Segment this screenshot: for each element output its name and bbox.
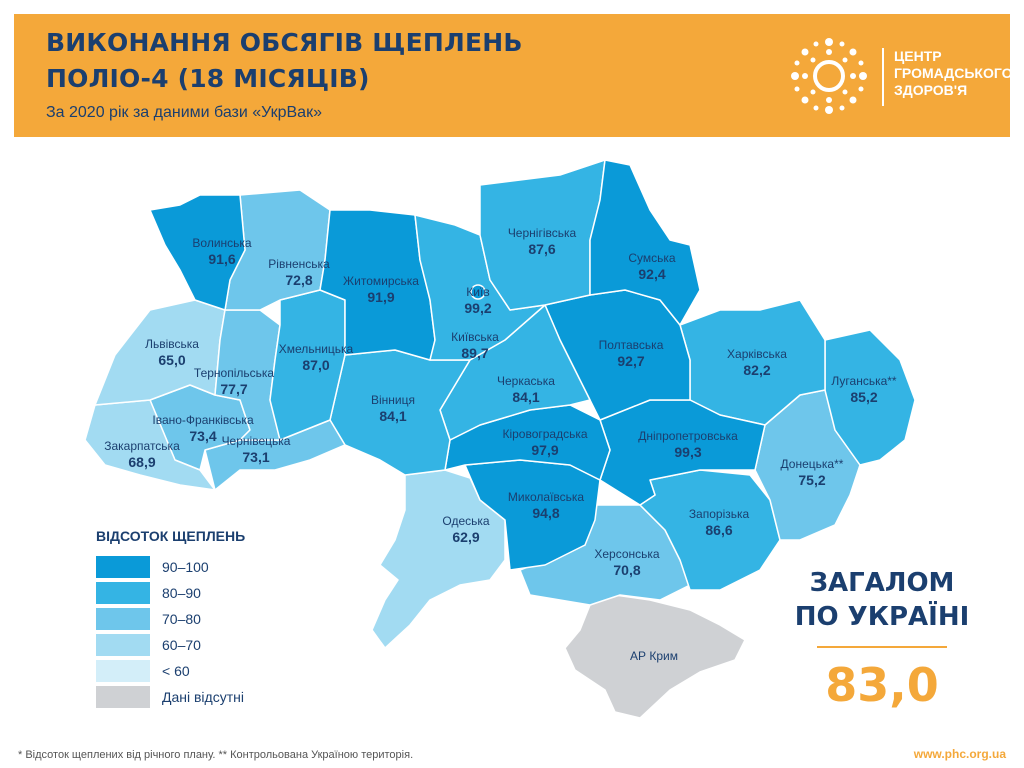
region-value-label: 70,8 [613, 562, 640, 578]
legend-label: 70–80 [162, 611, 201, 627]
header-banner: ВИКОНАННЯ ОБСЯГІВ ЩЕПЛЕНЬ ПОЛІО-4 (18 МІ… [14, 14, 1013, 137]
logo-line3: ЗДОРОВ'Я [894, 82, 968, 98]
total-title-line2: ПО УКРАЇНІ [794, 602, 970, 632]
region-value-label: 99,2 [464, 300, 491, 316]
region-value-label: 65,0 [158, 352, 185, 368]
legend-title: ВІДСОТОК ЩЕПЛЕНЬ [96, 528, 246, 544]
logo-divider [882, 48, 884, 106]
region-name-label: Хмельницька [279, 342, 354, 356]
region-value-label: 89,7 [461, 345, 488, 361]
total-value: 83,0 [825, 658, 939, 712]
region-name-label: Херсонська [594, 547, 660, 561]
region-luhansk [824, 329, 916, 466]
region-name-label: Сумська [628, 251, 676, 265]
legend-label: 80–90 [162, 585, 201, 601]
legend-item: 80–90 [96, 580, 336, 606]
region-name-label: Житомирська [343, 274, 419, 288]
total-ukraine: ЗАГАЛОМ ПО УКРАЇНІ 83,0 [782, 566, 982, 712]
region-value-label: 84,1 [512, 389, 539, 405]
region-name-label: Рівненська [268, 257, 330, 271]
legend-label: 90–100 [162, 559, 209, 575]
region-value-label: 99,3 [674, 444, 701, 460]
total-divider [817, 646, 947, 648]
legend-swatch [96, 556, 150, 578]
region-name-label: Івано-Франківська [152, 413, 254, 427]
region-value-label: 92,7 [617, 353, 644, 369]
region-zakarpattia [84, 399, 216, 491]
region-value-label: 84,1 [379, 408, 406, 424]
region-value-label: 68,9 [128, 454, 155, 470]
region-crimea [564, 594, 746, 719]
legend-item: 90–100 [96, 554, 336, 580]
region-value-label: 87,0 [302, 357, 329, 373]
region-value-label: 86,6 [705, 522, 732, 538]
region-name-label: Закарпатська [104, 439, 180, 453]
region-value-label: 73,4 [189, 428, 216, 444]
legend-item: 60–70 [96, 632, 336, 658]
legend-item: < 60 [96, 658, 336, 684]
legend-swatch [96, 686, 150, 708]
region-value-label: 62,9 [452, 529, 479, 545]
total-title-line1: ЗАГАЛОМ [809, 568, 955, 598]
page-title-line2: ПОЛІО-4 (18 МІСЯЦІВ) [46, 64, 370, 93]
region-value-label: 92,4 [638, 266, 665, 282]
region-name-label: Чернігівська [508, 226, 577, 240]
legend-swatch [96, 634, 150, 656]
legend-label: Дані відсутні [162, 689, 244, 705]
region-name-label: Вінниця [371, 393, 415, 407]
region-name-label: Запорізька [689, 507, 750, 521]
region-value-label: 91,6 [208, 251, 235, 267]
page-title-line1: ВИКОНАННЯ ОБСЯГІВ ЩЕПЛЕНЬ [46, 28, 523, 57]
region-name-label: Донецька** [781, 457, 844, 471]
legend-item: 70–80 [96, 606, 336, 632]
region-value-label: 91,9 [367, 289, 394, 305]
region-name-label: Київська [451, 330, 499, 344]
region-value-label: 97,9 [531, 442, 558, 458]
region-name-label: Черкаська [497, 374, 555, 388]
region-name-label: Чернівецька [222, 434, 291, 448]
region-name-label: Миколаївська [508, 490, 585, 504]
phc-logo: ЦЕНТР ГРОМАДСЬКОГО ЗДОРОВ'Я [784, 34, 1013, 119]
legend-label: 60–70 [162, 637, 201, 653]
region-sumy [589, 159, 701, 326]
logo-text: ЦЕНТР ГРОМАДСЬКОГО ЗДОРОВ'Я [894, 48, 1013, 99]
legend-item: Дані відсутні [96, 684, 336, 710]
region-value-label: 75,2 [798, 472, 825, 488]
legend-swatch [96, 608, 150, 630]
region-name-label: Луганська** [831, 374, 897, 388]
region-name-label: Кіровоградська [502, 427, 587, 441]
region-value-label: 77,7 [220, 381, 247, 397]
region-value-label: 94,8 [532, 505, 559, 521]
region-name-label: Тернопільська [194, 366, 274, 380]
region-ternopil [214, 309, 281, 441]
region-name-label: Дніпропетровська [638, 429, 738, 443]
page-subtitle: За 2020 рік за даними бази «УкрВак» [46, 104, 322, 121]
region-name-label: Київ [466, 285, 489, 299]
legend-label: < 60 [162, 663, 190, 679]
region-name-label: Харківська [727, 347, 787, 361]
region-value-label: 85,2 [850, 389, 877, 405]
region-value-label: 72,8 [285, 272, 312, 288]
region-value-label: 82,2 [743, 362, 770, 378]
legend: ВІДСОТОК ЩЕПЛЕНЬ 90–100 80–90 70–80 60–7… [96, 528, 336, 710]
logo-line1: ЦЕНТР [894, 48, 942, 64]
region-kyiv-city [470, 284, 486, 300]
website-link[interactable]: www.phc.org.ua [913, 747, 1006, 761]
legend-swatch [96, 582, 150, 604]
logo-line2: ГРОМАДСЬКОГО [894, 65, 1013, 81]
region-value-label: 87,6 [528, 241, 555, 257]
region-name-label: Полтавська [599, 338, 664, 352]
region-name-label: АР Крим [630, 649, 678, 663]
region-name-label: Волинська [192, 236, 252, 250]
legend-swatch [96, 660, 150, 682]
region-value-label: 73,1 [242, 449, 269, 465]
region-name-label: Одеська [442, 514, 490, 528]
region-volyn [149, 194, 246, 311]
footnote: * Відсоток щеплених від річного плану. *… [18, 749, 414, 761]
region-name-label: Львівська [145, 337, 199, 351]
dotted-sun-logo-icon [791, 38, 867, 114]
